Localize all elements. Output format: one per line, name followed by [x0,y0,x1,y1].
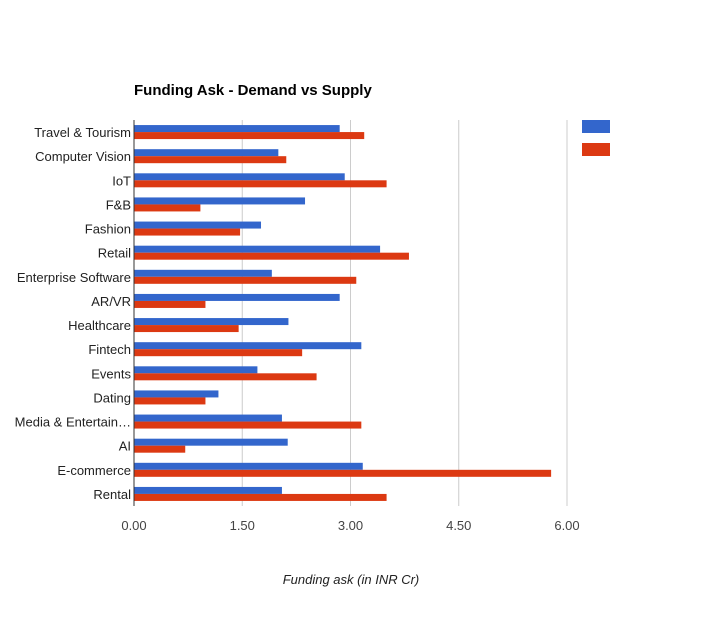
category-labels: Travel & Tourism Computer Vision IoT F&B Fas… [15,125,132,502]
bar-series-2[interactable] [134,300,206,308]
bar-series-1[interactable] [134,197,306,205]
bar-series-2[interactable] [134,252,409,260]
bar-series-1[interactable] [134,438,288,446]
bar-series-1[interactable] [134,173,345,181]
bar-series-2[interactable] [134,469,552,477]
category-label: Media & Entertain… [15,415,131,430]
bar-series-1[interactable] [134,390,219,398]
bar-series-1[interactable] [134,414,282,422]
bar-series-2[interactable] [134,373,317,381]
legend[interactable] [582,120,610,156]
category-label: AI [119,439,131,454]
bar-series-2[interactable] [134,397,206,405]
bar-series-1[interactable] [134,269,272,277]
bar-series-2[interactable] [134,421,362,429]
bar-series-1[interactable] [134,293,340,301]
bar-series-2[interactable] [134,180,387,188]
bar-series-2[interactable] [134,349,303,357]
category-label: Dating [93,390,131,405]
bar-series-2[interactable] [134,228,241,236]
bar-series-1[interactable] [134,149,279,157]
category-label: Travel & Tourism [34,125,131,140]
bar-series-2[interactable] [134,325,239,333]
x-tick-labels: 0.00 1.50 3.00 4.50 6.00 [121,518,579,533]
bar-series-2[interactable] [134,132,365,140]
legend-swatch-series-2[interactable] [582,143,610,156]
legend-swatch-series-1[interactable] [582,120,610,133]
x-axis-title: Funding ask (in INR Cr) [283,572,420,587]
x-tick-label: 6.00 [554,518,579,533]
category-label: F&B [106,197,131,212]
category-label: Rental [93,487,131,502]
chart-title: Funding Ask - Demand vs Supply [134,82,372,99]
bar-series-2[interactable] [134,276,357,284]
x-tick-label: 1.50 [230,518,255,533]
category-label: Fintech [88,342,131,357]
bar-series-2[interactable] [134,156,287,164]
bar-series-1[interactable] [134,462,363,470]
category-label: Computer Vision [35,149,131,164]
bar-series-1[interactable] [134,486,282,494]
category-label: Enterprise Software [17,270,131,285]
bars [134,125,552,501]
category-label: E-commerce [57,463,131,478]
category-label: Fashion [85,222,131,237]
bar-series-2[interactable] [134,493,387,501]
bar-series-2[interactable] [134,204,201,212]
bar-series-1[interactable] [134,318,289,326]
category-label: Healthcare [68,318,131,333]
x-tick-label: 0.00 [121,518,146,533]
category-label: IoT [112,173,131,188]
category-label: Events [91,366,131,381]
bar-series-1[interactable] [134,221,262,229]
bar-series-1[interactable] [134,342,362,350]
x-tick-label: 3.00 [338,518,363,533]
category-label: Retail [98,246,131,261]
bar-series-1[interactable] [134,125,340,133]
x-tick-label: 4.50 [446,518,471,533]
category-label: AR/VR [91,294,131,309]
bar-series-1[interactable] [134,245,381,253]
bar-series-2[interactable] [134,445,186,453]
bar-series-1[interactable] [134,366,258,374]
